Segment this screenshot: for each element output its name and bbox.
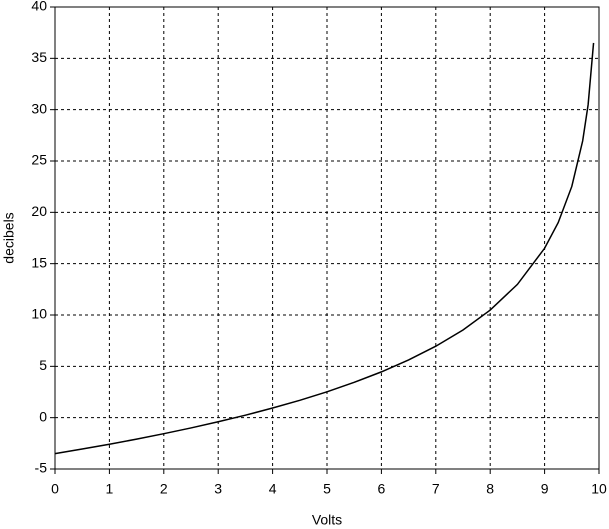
- plot-border: [54, 6, 600, 470]
- y-tick-label: 15: [31, 254, 47, 270]
- x-tick-label: 7: [432, 481, 440, 497]
- y-tick-label: 40: [31, 0, 47, 14]
- y-tick-label: -5: [35, 460, 48, 476]
- y-tick-label: 25: [31, 152, 47, 168]
- x-tick-label: 5: [323, 481, 331, 497]
- line-series: [54, 42, 595, 455]
- x-tick-label: 9: [541, 481, 549, 497]
- x-tick-label: 2: [160, 481, 168, 497]
- x-tick-label: 3: [214, 481, 222, 497]
- y-tick-label: 20: [31, 203, 47, 219]
- x-tick-label: 0: [51, 481, 59, 497]
- x-tick-label: 10: [591, 481, 607, 497]
- y-tick-label: 35: [31, 49, 47, 65]
- x-tick-label: 6: [378, 481, 386, 497]
- y-axis-label: decibels: [1, 212, 17, 263]
- y-tick-label: 10: [31, 306, 47, 322]
- x-tick-label: 8: [486, 481, 494, 497]
- y-tick-label: 0: [39, 408, 47, 424]
- y-tick-label: 5: [39, 357, 47, 373]
- x-tick-label: 1: [106, 481, 114, 497]
- x-axis-label: Volts: [312, 512, 342, 528]
- y-tick-label: 30: [31, 100, 47, 116]
- x-tick-label: 4: [269, 481, 277, 497]
